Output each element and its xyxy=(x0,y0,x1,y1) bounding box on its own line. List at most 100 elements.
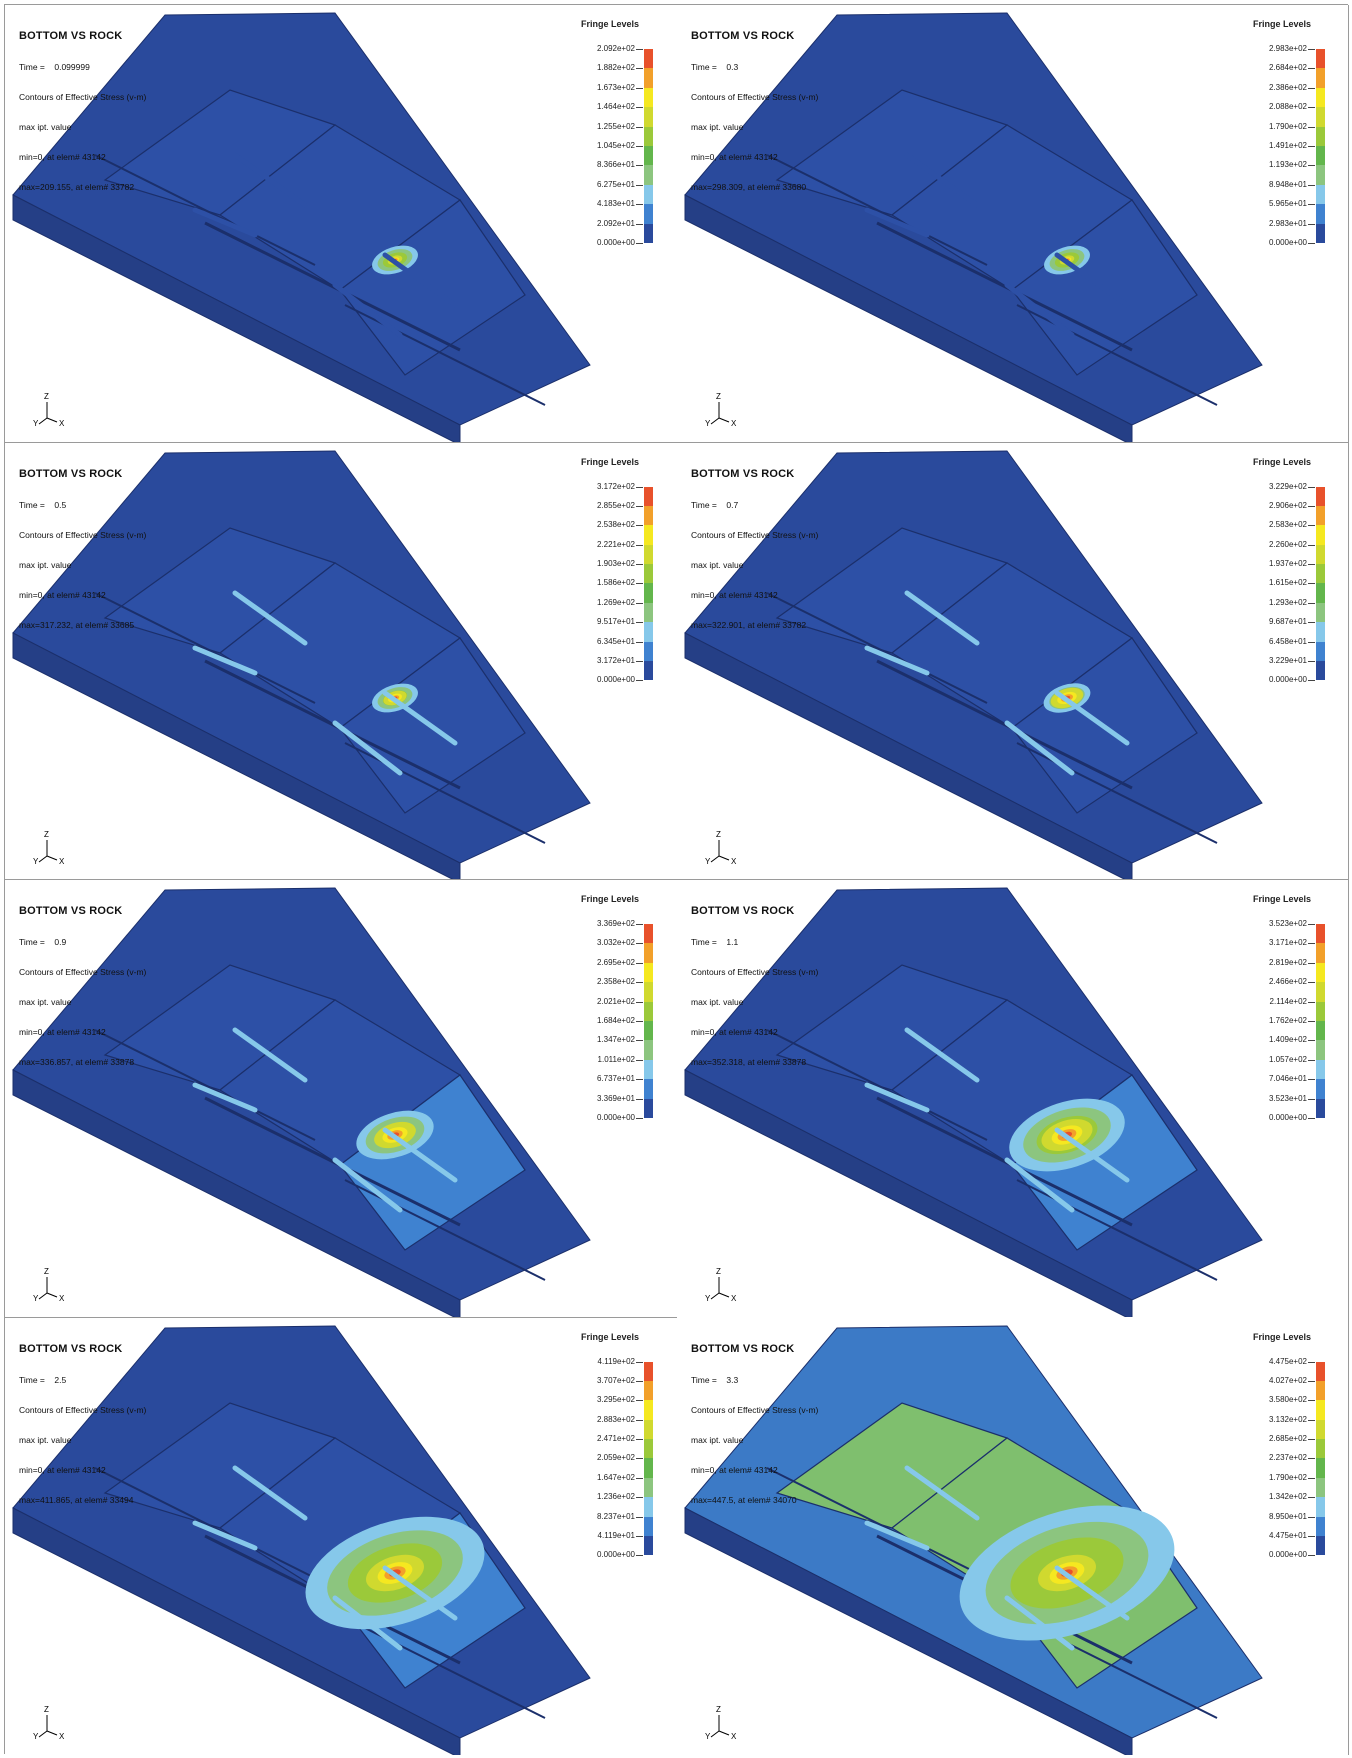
fringe-level-value: 0.000e+00 xyxy=(1268,1112,1307,1122)
fringe-color-swatch xyxy=(644,126,653,146)
fringe-level-value: 1.269e+02 xyxy=(596,597,635,607)
fringe-level-row: 7.046e+01 xyxy=(1253,1073,1343,1099)
fringe-level-value: 1.464e+02 xyxy=(596,102,635,112)
svg-text:Y: Y xyxy=(705,419,711,428)
fringe-color-swatch xyxy=(1316,1040,1325,1060)
fringe-level-value: 0.000e+00 xyxy=(596,237,635,247)
stiffener-bars xyxy=(192,152,458,338)
stiffener-bar xyxy=(232,152,308,208)
min-value: min=0, at elem# 43142 xyxy=(19,1464,106,1475)
svg-text:Z: Z xyxy=(44,1267,49,1276)
fringe-level-row: 0.000e+00 xyxy=(1253,237,1343,256)
fringe-level-value: 2.819e+02 xyxy=(1268,957,1307,967)
fringe-level-row: 3.132e+02 xyxy=(1253,1414,1343,1440)
svg-text:Z: Z xyxy=(716,1705,721,1714)
stiffener-bar xyxy=(192,1082,258,1113)
fringe-color-swatch xyxy=(1316,622,1325,642)
fringe-level-row: 4.475e+02 xyxy=(1253,1356,1343,1381)
simulation-panel-8: BOTTOM VS ROCK Time = 3.3 Contours of Ef… xyxy=(677,1317,1349,1755)
stiffener-bar xyxy=(332,720,403,775)
time-value: 3.3 xyxy=(726,1374,739,1385)
fringe-color-swatch xyxy=(1316,1536,1325,1556)
fringe-level-value: 2.983e+01 xyxy=(1268,218,1307,228)
fringe-level-row: 2.471e+02 xyxy=(581,1433,671,1459)
fringe-level-value: 2.906e+02 xyxy=(1268,500,1307,510)
fringe-color-swatch xyxy=(644,1439,653,1459)
quantity-label: Contours of Effective Stress (v-m) xyxy=(691,529,819,540)
svg-text:Z: Z xyxy=(44,392,49,401)
svg-text:Y: Y xyxy=(705,1294,711,1303)
fringe-level-row: 2.021e+02 xyxy=(581,996,671,1021)
fringe-level-row: 1.293e+02 xyxy=(1253,597,1343,623)
fringe-level-value: 1.673e+02 xyxy=(596,82,635,92)
svg-text:X: X xyxy=(731,419,737,428)
fringe-level-value: 2.059e+02 xyxy=(596,1453,635,1463)
fringe-level-row: 1.684e+02 xyxy=(581,1015,671,1041)
axis-triad-icon: Z Y X xyxy=(705,1267,737,1303)
simulation-panel-2: BOTTOM VS ROCK Time = 0.3 Contours of Ef… xyxy=(677,5,1349,443)
fringe-level-value: 8.366e+01 xyxy=(596,160,635,170)
fringe-color-swatch xyxy=(644,1020,653,1041)
fringe-level-row: 2.237e+02 xyxy=(1253,1452,1343,1478)
fringe-level-value: 4.475e+02 xyxy=(1268,1356,1307,1366)
svg-text:Z: Z xyxy=(716,392,721,401)
fringe-level-value: 3.369e+01 xyxy=(596,1093,635,1103)
fringe-color-swatch xyxy=(1316,1079,1325,1099)
svg-text:X: X xyxy=(731,1294,737,1303)
svg-text:Z: Z xyxy=(716,830,721,839)
stiffener-bar xyxy=(1054,1565,1130,1620)
fringe-color-swatch xyxy=(1316,223,1325,243)
min-value: min=0, at elem# 43142 xyxy=(19,1027,106,1037)
fringe-level-row: 1.236e+02 xyxy=(581,1491,671,1517)
stress-contour-model xyxy=(12,12,591,442)
stiffener-bar xyxy=(1054,690,1130,745)
fringe-color-swatch xyxy=(1316,982,1325,1002)
fringe-level-value: 1.491e+02 xyxy=(1268,140,1307,150)
fringe-level-row: 1.409e+02 xyxy=(1253,1034,1343,1060)
min-value: min=0, at elem# 43142 xyxy=(19,589,106,600)
fringe-color-swatch xyxy=(644,602,653,623)
model-side-face xyxy=(12,194,461,442)
fringe-level-row: 3.229e+02 xyxy=(1253,481,1343,506)
fringe-color-swatch xyxy=(644,1040,653,1060)
svg-text:Z: Z xyxy=(716,1267,721,1276)
ipt-label: max ipt. value xyxy=(19,1434,72,1445)
simulation-panel-7: BOTTOM VS ROCK Time = 2.5 Contours of Ef… xyxy=(5,1317,677,1755)
panel-title: BOTTOM VS ROCK xyxy=(19,905,123,917)
fringe-level-row: 1.615e+02 xyxy=(1253,577,1343,603)
fringe-level-value: 3.580e+02 xyxy=(1268,1395,1307,1405)
fringe-color-swatch xyxy=(644,525,653,545)
fringe-level-value: 6.275e+01 xyxy=(596,179,635,189)
fringe-color-swatch xyxy=(1316,1439,1325,1459)
fringe-color-swatch xyxy=(644,204,653,224)
fringe-level-row: 2.684e+02 xyxy=(1253,62,1343,88)
stiffener-bar xyxy=(904,1465,980,1520)
stiffener-bar xyxy=(382,690,458,745)
fringe-level-row: 6.458e+01 xyxy=(1253,636,1343,662)
fringe-level-row: 2.695e+02 xyxy=(581,957,671,983)
fringe-level-row: 3.032e+02 xyxy=(581,937,671,963)
max-value: max=298.309, at elem# 33680 xyxy=(691,182,807,192)
fringe-level-value: 2.855e+02 xyxy=(596,500,635,510)
quantity-label: Contours of Effective Stress (v-m) xyxy=(19,1404,147,1415)
svg-text:Y: Y xyxy=(705,857,711,866)
fringe-level-value: 2.021e+02 xyxy=(596,996,635,1006)
fringe-level-row: 2.466e+02 xyxy=(1253,976,1343,1002)
fringe-color-swatch xyxy=(644,1079,653,1099)
fringe-level-row: 6.737e+01 xyxy=(581,1073,671,1099)
fringe-level-value: 2.471e+02 xyxy=(596,1434,635,1444)
fringe-level-value: 3.172e+02 xyxy=(596,481,635,491)
fringe-level-row: 1.937e+02 xyxy=(1253,558,1343,584)
time-value: 2.5 xyxy=(54,1374,67,1385)
ipt-label: max ipt. value xyxy=(19,559,72,570)
fringe-color-swatch xyxy=(1316,165,1325,185)
fringe-level-value: 2.538e+02 xyxy=(596,520,635,530)
fringe-levels-title: Fringe Levels xyxy=(581,19,640,29)
svg-text:Y: Y xyxy=(33,1294,39,1303)
fringe-color-swatch xyxy=(1316,1477,1325,1498)
fringe-level-row: 1.057e+02 xyxy=(1253,1054,1343,1080)
fringe-level-value: 2.092e+01 xyxy=(596,218,635,228)
fringe-level-row: 2.092e+01 xyxy=(581,218,671,243)
fringe-color-swatch xyxy=(1316,962,1325,983)
time-value: 0.099999 xyxy=(54,62,90,72)
